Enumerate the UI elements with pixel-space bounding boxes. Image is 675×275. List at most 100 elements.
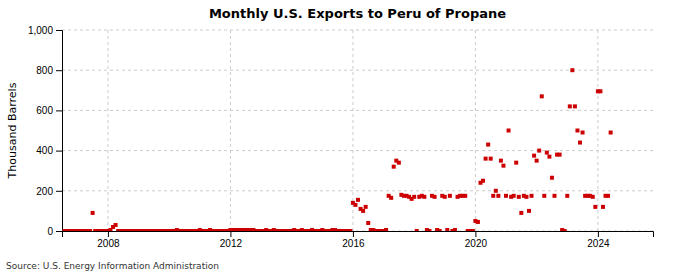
point xyxy=(392,165,396,169)
tick-label: 200 xyxy=(36,186,53,197)
point xyxy=(463,194,467,198)
point xyxy=(519,211,523,215)
point xyxy=(545,151,549,155)
point xyxy=(489,157,493,161)
point xyxy=(443,195,447,199)
point xyxy=(524,195,528,199)
point xyxy=(494,189,498,193)
point xyxy=(433,195,437,199)
tick-label: 800 xyxy=(36,65,53,76)
tick: 2024 xyxy=(587,231,610,249)
grid-line xyxy=(107,30,108,231)
tick: 600 xyxy=(36,105,62,116)
point xyxy=(542,194,546,198)
tick-mark xyxy=(598,231,599,237)
point xyxy=(581,131,585,135)
tick-label: 400 xyxy=(36,145,53,156)
point xyxy=(507,129,511,133)
y-axis-title: Thousand Barrels xyxy=(6,82,19,179)
point xyxy=(527,209,531,213)
tick: 2012 xyxy=(220,231,243,249)
chart: 2008201220162020202402004006008001,000Mo… xyxy=(0,0,675,275)
tick: 400 xyxy=(36,145,62,156)
point xyxy=(427,229,431,231)
point xyxy=(573,104,577,108)
grid-line xyxy=(62,150,653,151)
tick: 2008 xyxy=(97,231,120,249)
point xyxy=(471,229,475,231)
point xyxy=(558,153,562,157)
axis-line xyxy=(56,31,63,232)
point xyxy=(397,161,401,165)
point xyxy=(114,223,118,227)
tick-mark xyxy=(353,231,354,237)
point xyxy=(514,161,518,165)
point xyxy=(384,228,388,231)
grid-line xyxy=(475,30,476,231)
point xyxy=(91,211,95,215)
tick: 2020 xyxy=(465,231,488,249)
point xyxy=(422,195,426,199)
point xyxy=(415,229,419,231)
tick-label: 600 xyxy=(36,105,53,116)
point xyxy=(499,159,503,163)
point xyxy=(606,194,610,198)
point xyxy=(481,179,485,183)
tick-label: 2020 xyxy=(465,238,488,249)
points xyxy=(63,68,613,231)
tick-mark xyxy=(56,30,62,31)
tick: 1,000 xyxy=(28,25,62,36)
point xyxy=(578,141,582,145)
tick: 2016 xyxy=(342,231,365,249)
point xyxy=(438,229,442,231)
grid-line xyxy=(62,190,653,191)
point xyxy=(593,205,597,209)
point xyxy=(537,149,541,153)
grid-line xyxy=(62,110,653,111)
point xyxy=(591,195,595,199)
point xyxy=(570,68,574,72)
tick-label: 1,000 xyxy=(28,25,53,36)
point xyxy=(532,154,536,158)
point xyxy=(501,164,505,168)
x-axis: 2008 2012 2016 2020 2024 xyxy=(63,231,654,249)
tick-label: 0 xyxy=(47,226,53,237)
point xyxy=(353,203,357,207)
plot-area: 2008 2012 2016 2020 2024 0 200 400 600 800 1,000 xyxy=(28,25,654,249)
point xyxy=(491,194,495,198)
point xyxy=(412,195,416,199)
point xyxy=(356,198,360,202)
grid-line xyxy=(597,30,598,231)
point xyxy=(550,176,554,180)
annotation: Source: U.S. Energy Information Administ… xyxy=(6,261,219,271)
point xyxy=(575,129,579,133)
axis-line xyxy=(63,232,654,238)
point xyxy=(364,205,368,209)
point xyxy=(552,194,556,198)
point xyxy=(504,194,508,198)
point xyxy=(601,205,605,209)
tick-label: 2008 xyxy=(97,238,120,249)
point xyxy=(445,228,449,231)
tick-mark xyxy=(56,151,62,152)
point xyxy=(540,94,544,98)
tick-label: 2012 xyxy=(220,238,243,249)
grid-line xyxy=(352,30,353,231)
point xyxy=(565,194,569,198)
grid-line xyxy=(230,30,231,231)
point xyxy=(389,196,393,200)
point xyxy=(563,229,567,231)
point xyxy=(366,221,370,225)
grid xyxy=(62,30,653,231)
point xyxy=(496,194,500,198)
point xyxy=(453,228,457,231)
tick: 800 xyxy=(36,65,62,76)
tick-mark xyxy=(56,191,62,192)
point xyxy=(484,157,488,161)
tick: 200 xyxy=(36,186,62,197)
tick-mark xyxy=(475,231,476,237)
grid-line xyxy=(62,30,653,31)
point xyxy=(517,195,521,199)
point xyxy=(598,89,602,93)
tick-mark xyxy=(230,231,231,237)
